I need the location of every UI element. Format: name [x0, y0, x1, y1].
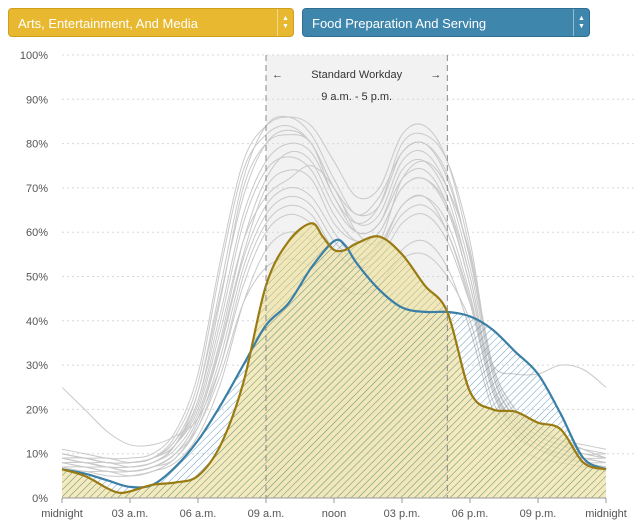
axes: 0% 10% 20% 30% 40% 50% 60% 70% 80% 90% 100% midnigh…	[20, 50, 627, 520]
series-areas	[61, 222, 607, 499]
y-tick-label: 30%	[26, 360, 48, 372]
y-tick-label: 70%	[26, 183, 48, 195]
x-tick-label: 03 a.m.	[112, 508, 149, 520]
y-tick-label: 0%	[32, 493, 48, 505]
x-tick-label: midnight	[41, 508, 83, 520]
x-tick-label: noon	[322, 508, 346, 520]
series-line-arts	[61, 222, 607, 494]
y-tick-label: 80%	[26, 139, 48, 151]
y-tick-label: 10%	[26, 449, 48, 461]
y-tick-label: 90%	[26, 94, 48, 106]
workday-band-annotations: ← Standard Workday → 9 a.m. - 5 p.m.	[265, 55, 448, 498]
select-arrows-icon: ▲ ▼	[277, 9, 293, 36]
y-tick-label: 40%	[26, 316, 48, 328]
x-tick-label: 06 p.m.	[452, 508, 489, 520]
band-left-arrow: ←	[272, 69, 283, 81]
x-tick-label: midnight	[585, 508, 627, 520]
category-select-right[interactable]: Food Preparation And Serving ▲ ▼	[302, 8, 590, 37]
select-arrows-icon: ▲ ▼	[573, 9, 589, 36]
x-tick-label: 09 p.m.	[520, 508, 557, 520]
y-tick-label: 20%	[26, 404, 48, 416]
y-tick-label: 100%	[20, 50, 48, 62]
x-tick-label: 09 a.m.	[248, 508, 285, 520]
category-select-left-label: Arts, Entertainment, And Media	[18, 16, 198, 31]
category-select-right-label: Food Preparation And Serving	[312, 16, 487, 31]
category-select-left[interactable]: Arts, Entertainment, And Media ▲ ▼	[8, 8, 294, 37]
band-subtitle: 9 a.m. - 5 p.m.	[321, 91, 392, 103]
band-right-arrow: →	[430, 69, 441, 81]
y-tick-label: 50%	[26, 272, 48, 284]
band-title: Standard Workday	[311, 69, 402, 81]
x-tick-label: 06 a.m.	[180, 508, 217, 520]
series-overlap-hatch	[62, 223, 606, 499]
y-tick-label: 60%	[26, 227, 48, 239]
x-tick-label: 03 p.m.	[384, 508, 421, 520]
